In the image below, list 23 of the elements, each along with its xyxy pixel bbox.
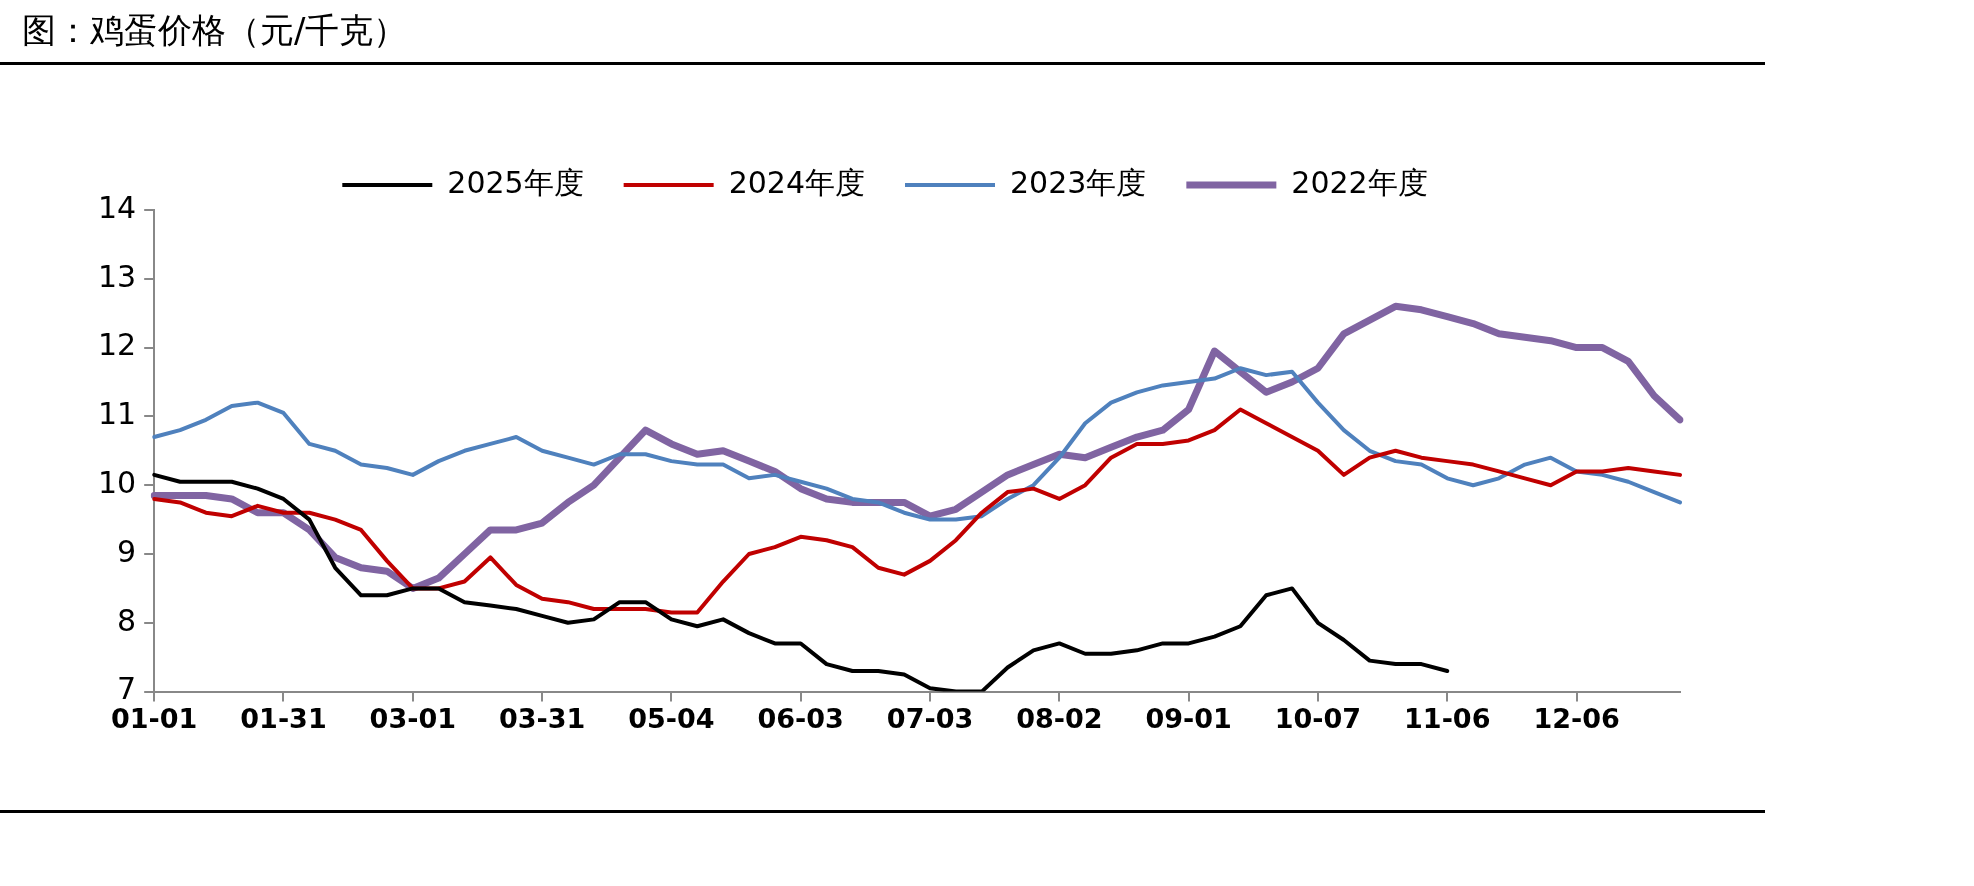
- legend-label: 2024年度: [728, 164, 866, 200]
- y-tick-label: 14: [97, 189, 137, 225]
- x-tick-label: 07-03: [886, 702, 974, 734]
- y-tick-label: 9: [117, 533, 137, 569]
- y-tick-label: 11: [97, 396, 137, 432]
- y-tick-label: 10: [97, 465, 137, 500]
- x-tick-label: 12-06: [1533, 702, 1620, 734]
- x-tick-label: 03-31: [498, 702, 586, 734]
- x-tick-label: 06-03: [757, 702, 844, 734]
- y-tick-label: 8: [117, 602, 137, 638]
- x-tick-label: 03-01: [369, 702, 456, 734]
- x-tick-label: 09-01: [1145, 702, 1232, 734]
- y-tick-label: 13: [97, 258, 137, 294]
- chart-title: 图：鸡蛋价格（元/千克）: [22, 9, 408, 52]
- x-tick-label: 01-31: [240, 702, 327, 734]
- x-tick-label: 11-06: [1404, 702, 1491, 734]
- legend-label: 2022年度: [1291, 164, 1428, 200]
- x-tick-label: 08-02: [1016, 702, 1103, 734]
- legend-label: 2025年度: [447, 164, 584, 200]
- x-tick-label: 10-07: [1274, 702, 1362, 734]
- x-tick-label: 05-04: [628, 702, 715, 734]
- legend-label: 2023年度: [1010, 164, 1147, 200]
- y-tick-label: 12: [97, 327, 137, 363]
